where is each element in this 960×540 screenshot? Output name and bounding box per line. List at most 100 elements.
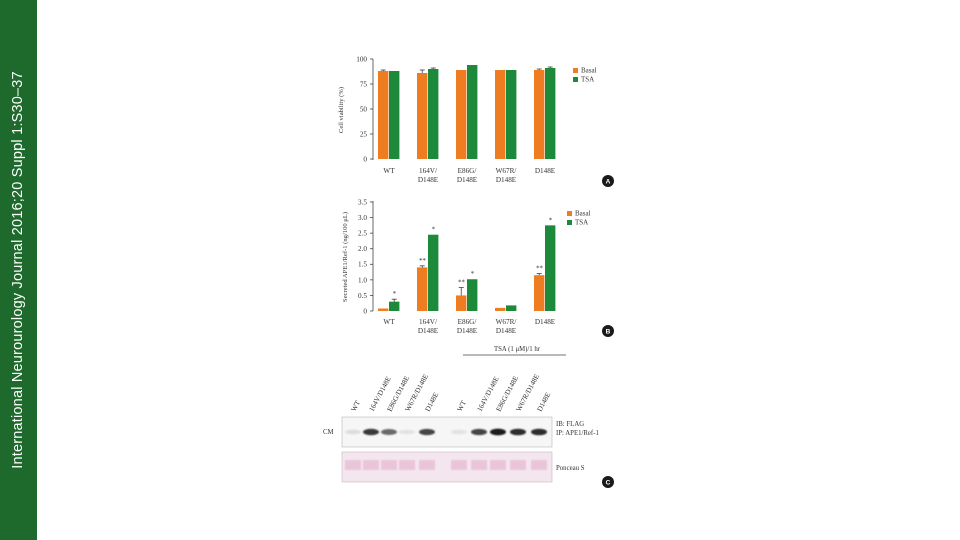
y-tick-label: 0 bbox=[363, 155, 367, 163]
significance-mark: * bbox=[471, 271, 475, 278]
bar-tsa bbox=[428, 234, 439, 311]
panel-a: Cell viability (%) 0 25 50 75 100 WT 164V/D14… bbox=[338, 55, 614, 187]
blot-band bbox=[451, 429, 467, 435]
category-label: W67R/ bbox=[496, 167, 517, 175]
bar-tsa bbox=[389, 71, 400, 159]
category-label: 164V/ bbox=[419, 167, 437, 175]
blot-band bbox=[531, 428, 547, 436]
panel-c: TSA (1 μM)/1 hr WT 164V/D148EE86G/D148EW6… bbox=[323, 346, 614, 488]
panel-b-badge: B bbox=[602, 325, 614, 337]
svg-text:A: A bbox=[606, 178, 611, 185]
ponceau-band bbox=[490, 460, 506, 470]
category-label: E86G/ bbox=[458, 167, 477, 175]
bar-basal bbox=[495, 70, 506, 159]
bar-tsa bbox=[506, 305, 517, 311]
bar-basal bbox=[378, 71, 389, 159]
ponceau-band bbox=[345, 460, 361, 470]
category-label: D148E bbox=[457, 176, 478, 184]
category-label: D148E bbox=[496, 327, 517, 335]
category-label: D148E bbox=[535, 318, 556, 326]
category-label: D148E bbox=[418, 176, 439, 184]
y-tick-label: 3.5 bbox=[358, 198, 367, 206]
lane-label: D148E bbox=[536, 391, 553, 413]
y-tick-label: 0 bbox=[363, 307, 367, 315]
ponceau-band bbox=[399, 460, 415, 470]
significance-mark: * bbox=[393, 291, 397, 298]
blot-band bbox=[510, 428, 526, 436]
bar-basal bbox=[456, 295, 467, 311]
legend-basal: Basal bbox=[575, 210, 591, 218]
significance-mark: ** bbox=[419, 258, 426, 265]
ponceau-band bbox=[531, 460, 547, 470]
lane-label: D148E bbox=[424, 391, 441, 413]
panel-a-legend: Basal TSA bbox=[573, 67, 597, 84]
bar-basal bbox=[534, 275, 545, 311]
blot-row-label: CM bbox=[323, 429, 334, 436]
lane-label: WT bbox=[350, 399, 363, 413]
bar-basal bbox=[534, 70, 545, 159]
significance-mark: ** bbox=[458, 280, 465, 287]
y-tick-label: 1.5 bbox=[358, 261, 367, 269]
ib-label: IB: FLAG bbox=[556, 421, 584, 428]
bar-basal bbox=[378, 308, 389, 311]
panel-a-ylabel: Cell viability (%) bbox=[338, 87, 345, 133]
category-label: D148E bbox=[535, 167, 556, 175]
ip-label: IP: APE1/Ref-1 bbox=[556, 430, 599, 437]
category-label: D148E bbox=[496, 176, 517, 184]
ponceau-band bbox=[510, 460, 526, 470]
blot-band bbox=[471, 428, 487, 436]
blot-band bbox=[345, 429, 361, 435]
significance-mark: * bbox=[549, 217, 553, 224]
legend-basal-swatch bbox=[567, 211, 572, 216]
y-tick-label: 0.5 bbox=[358, 292, 367, 300]
blot-band bbox=[381, 429, 397, 435]
legend-basal-swatch bbox=[573, 68, 578, 73]
treatment-label: TSA (1 μM)/1 hr bbox=[494, 346, 541, 353]
legend-tsa: TSA bbox=[575, 219, 588, 227]
ponceau-band bbox=[451, 460, 467, 470]
blot-band bbox=[399, 429, 415, 435]
ponceau-band bbox=[363, 460, 379, 470]
category-label: D148E bbox=[457, 327, 478, 335]
y-tick-label: 50 bbox=[360, 105, 368, 113]
legend-tsa-swatch bbox=[573, 77, 578, 82]
svg-text:B: B bbox=[606, 328, 611, 335]
legend-tsa-swatch bbox=[567, 220, 572, 225]
category-label: D148E bbox=[418, 327, 439, 335]
blot-band bbox=[419, 428, 435, 436]
legend-basal: Basal bbox=[581, 67, 597, 75]
journal-side-band: International Neurourology Journal 2016;… bbox=[0, 0, 37, 540]
y-tick-label: 2.0 bbox=[358, 245, 367, 253]
panel-b: Secreted APE1/Ref-1 (ng/100 μL) 0 0.5 1.0 1… bbox=[342, 198, 614, 337]
y-tick-label: 100 bbox=[356, 55, 367, 63]
svg-text:C: C bbox=[606, 479, 611, 486]
y-tick-label: 75 bbox=[360, 80, 368, 88]
panel-c-badge: C bbox=[602, 476, 614, 488]
bar-basal bbox=[456, 70, 467, 159]
ponceau-band bbox=[471, 460, 487, 470]
ponceau-label: Ponceau S bbox=[556, 465, 585, 472]
significance-mark: ** bbox=[536, 266, 543, 273]
bar-tsa bbox=[545, 68, 556, 159]
panel-a-badge: A bbox=[602, 175, 614, 187]
ponceau-band bbox=[419, 460, 435, 470]
panel-b-legend: Basal TSA bbox=[567, 210, 591, 227]
bar-tsa bbox=[428, 69, 439, 159]
bar-tsa bbox=[389, 301, 400, 311]
category-label: WT bbox=[383, 318, 395, 326]
category-label: W67R/ bbox=[496, 318, 517, 326]
significance-mark: * bbox=[432, 227, 436, 234]
category-label: 164V/ bbox=[419, 318, 437, 326]
bar-tsa bbox=[467, 279, 478, 311]
y-tick-label: 25 bbox=[360, 130, 368, 138]
panel-b-ylabel: Secreted APE1/Ref-1 (ng/100 μL) bbox=[342, 212, 349, 302]
bar-tsa bbox=[506, 70, 517, 159]
blot-band bbox=[363, 428, 379, 436]
bar-tsa bbox=[545, 225, 556, 311]
bar-tsa bbox=[467, 65, 478, 159]
ponceau-band bbox=[381, 460, 397, 470]
y-tick-label: 3.0 bbox=[358, 214, 367, 222]
y-tick-label: 2.5 bbox=[358, 230, 367, 238]
category-label: E86G/ bbox=[458, 318, 477, 326]
